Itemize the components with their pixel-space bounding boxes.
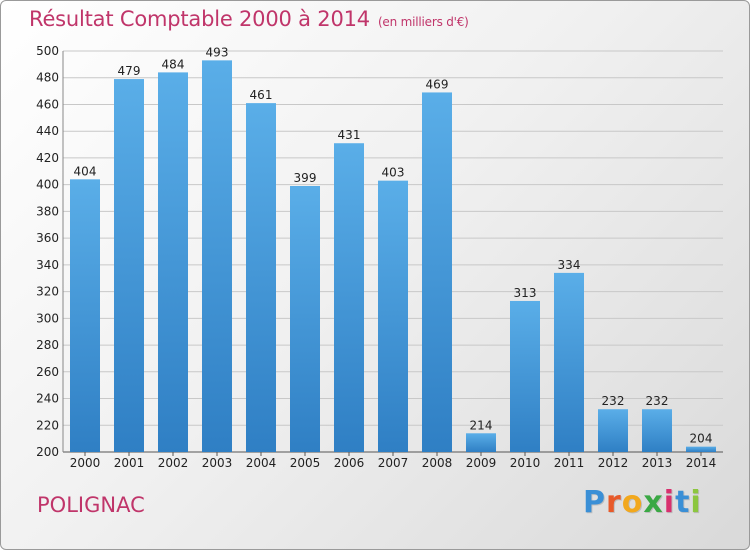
bar-2001 bbox=[114, 79, 144, 452]
bar-value-label: 403 bbox=[382, 166, 405, 180]
bar-2009 bbox=[466, 433, 496, 452]
y-tick-label: 240 bbox=[36, 392, 59, 406]
bar-2005 bbox=[290, 186, 320, 452]
chart-title: Résultat Comptable 2000 à 2014 (en millie… bbox=[29, 7, 469, 31]
x-tick-label: 2006 bbox=[334, 456, 365, 470]
y-tick-label: 480 bbox=[36, 71, 59, 85]
bar-2011 bbox=[554, 272, 584, 452]
logo-letter: P bbox=[583, 485, 606, 520]
bar-value-label: 313 bbox=[514, 286, 537, 300]
y-tick-label: 320 bbox=[36, 285, 59, 299]
x-tick-label: 2012 bbox=[598, 456, 629, 470]
y-tick-label: 360 bbox=[36, 231, 59, 245]
bar-value-label: 404 bbox=[74, 164, 97, 178]
town-name: POLIGNAC bbox=[37, 493, 145, 517]
bar-value-label: 479 bbox=[118, 64, 141, 78]
y-tick-label: 440 bbox=[36, 124, 59, 138]
bar-value-label: 232 bbox=[646, 394, 669, 408]
bar-2004 bbox=[246, 103, 276, 452]
bar-2010 bbox=[510, 300, 540, 452]
x-tick-label: 2009 bbox=[466, 456, 497, 470]
y-tick-label: 420 bbox=[36, 151, 59, 165]
bar-value-label: 214 bbox=[470, 418, 493, 432]
y-tick-label: 280 bbox=[36, 338, 59, 352]
bar-2007 bbox=[378, 180, 408, 452]
y-tick-label: 340 bbox=[36, 258, 59, 272]
x-tick-label: 2007 bbox=[378, 456, 409, 470]
y-tick-label: 260 bbox=[36, 365, 59, 379]
bar-2013 bbox=[642, 409, 672, 452]
bar-value-label: 399 bbox=[294, 171, 317, 185]
y-tick-label: 220 bbox=[36, 418, 59, 432]
y-tick-label: 400 bbox=[36, 178, 59, 192]
bar-value-label: 204 bbox=[690, 432, 713, 446]
x-tick-label: 2013 bbox=[642, 456, 673, 470]
bar-value-label: 493 bbox=[206, 45, 229, 59]
bar-2003 bbox=[202, 60, 232, 453]
x-tick-label: 2008 bbox=[422, 456, 453, 470]
bar-value-label: 232 bbox=[602, 394, 625, 408]
bar-value-label: 431 bbox=[338, 128, 361, 142]
x-tick-label: 2004 bbox=[246, 456, 277, 470]
x-tick-label: 2011 bbox=[554, 456, 585, 470]
bar-2006 bbox=[334, 143, 364, 453]
logo-letter: r bbox=[606, 485, 622, 520]
y-tick-label: 380 bbox=[36, 204, 59, 218]
x-tick-label: 2005 bbox=[290, 456, 321, 470]
bar-2014 bbox=[686, 446, 716, 452]
title-text: Résultat Comptable 2000 à 2014 bbox=[29, 7, 370, 31]
bar-2012 bbox=[598, 409, 628, 452]
bar-value-label: 484 bbox=[162, 57, 185, 71]
logo-letter: i bbox=[663, 485, 676, 520]
bar-2008 bbox=[422, 92, 452, 452]
y-tick-label: 460 bbox=[36, 97, 59, 111]
x-tick-label: 2000 bbox=[70, 456, 101, 470]
unit-subtitle: (en milliers d'€) bbox=[377, 15, 469, 29]
y-tick-label: 200 bbox=[36, 445, 59, 459]
logo-letter: i bbox=[690, 485, 702, 520]
bar-value-label: 334 bbox=[558, 258, 581, 272]
bar-value-label: 461 bbox=[250, 88, 273, 102]
x-tick-label: 2014 bbox=[686, 456, 717, 470]
logo-letter: o bbox=[621, 485, 644, 520]
logo-letter: x bbox=[643, 485, 664, 520]
proxiti-logo[interactable]: Proxiti bbox=[583, 485, 702, 520]
x-tick-label: 2010 bbox=[510, 456, 541, 470]
x-tick-label: 2002 bbox=[158, 456, 189, 470]
x-tick-label: 2003 bbox=[202, 456, 233, 470]
bars: 404 479 484 493 461 399 431 403 469 214 313 334 232 2… bbox=[70, 45, 716, 453]
bar-value-label: 469 bbox=[426, 77, 449, 91]
y-tick-label: 300 bbox=[36, 311, 59, 325]
logo-letter: t bbox=[675, 485, 691, 520]
y-tick-label: 500 bbox=[36, 44, 59, 58]
y-axis: 200 220 240 260 280 300 320 340 360 380 400 420 440 4… bbox=[36, 44, 64, 459]
x-tick-label: 2001 bbox=[114, 456, 145, 470]
bar-2000 bbox=[70, 179, 100, 452]
bar-2002 bbox=[158, 72, 188, 453]
x-axis: 2000 2001 2002 2003 2004 2005 2006 2007 2008 2009… bbox=[70, 452, 717, 470]
